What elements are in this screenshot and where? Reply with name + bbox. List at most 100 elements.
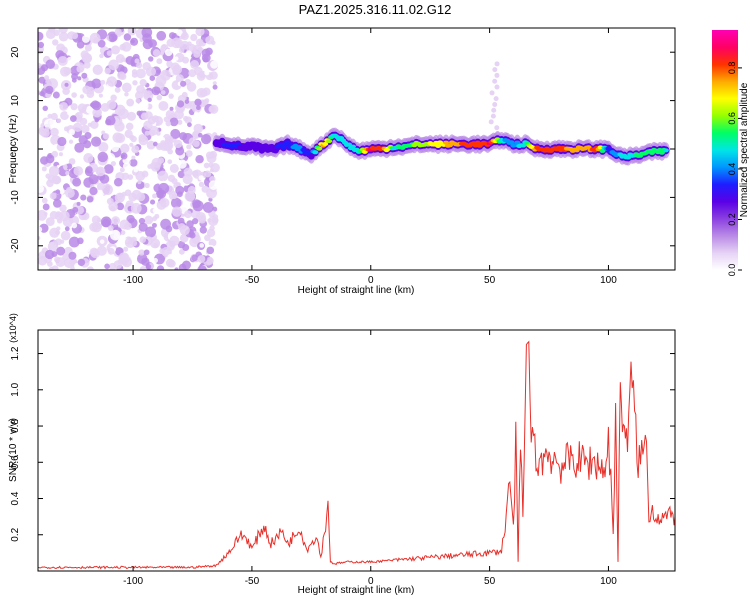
spectrogram-noise-cell bbox=[58, 31, 69, 42]
spectrogram-noise-cell bbox=[68, 251, 77, 260]
spectrogram-noise-cell bbox=[109, 229, 121, 241]
spectrogram-noise-cell bbox=[161, 44, 167, 49]
spectrogram-noise-cell bbox=[192, 200, 204, 212]
spectrogram-noise-cell bbox=[119, 167, 125, 173]
spectrogram-noise-cell bbox=[148, 129, 156, 137]
snr-x-tick-label: 0 bbox=[368, 576, 374, 587]
spectrogram-noise-cell bbox=[38, 250, 48, 260]
snr-x-tick-label: -100 bbox=[123, 576, 143, 587]
spectrogram-noise-cell bbox=[170, 197, 182, 209]
spectrogram-noise-cell bbox=[56, 118, 62, 124]
spectrogram-noise-cell bbox=[171, 193, 178, 200]
colorbar: 0.0 0.2 0.4 0.6 0.8 Normalized spectral ampl… bbox=[712, 30, 750, 276]
spectrogram-noise-cell bbox=[74, 142, 85, 153]
spectrogram-noise-cell bbox=[68, 129, 75, 136]
spectrogram-noise-cell bbox=[140, 112, 149, 121]
spectrogram-noise-cell bbox=[59, 204, 67, 212]
spectrogram-noise-cell bbox=[201, 99, 209, 107]
spectrogram-noise-cell bbox=[94, 117, 100, 123]
spectrogram-noise-cell bbox=[136, 253, 148, 264]
spectrogram-noise-cell bbox=[184, 210, 192, 219]
spectrogram-noise-cell bbox=[175, 185, 185, 195]
spectrogram-noise-cell bbox=[69, 115, 77, 123]
spectrogram-noise-cell bbox=[49, 227, 60, 238]
spectrogram-noise-cell bbox=[197, 255, 206, 263]
spectrogram-noise-cell bbox=[190, 33, 198, 42]
spectrogram-noise-cell bbox=[72, 122, 83, 132]
spectrogram-noise-cell bbox=[174, 56, 179, 61]
spectrogram-noise-cell bbox=[147, 97, 152, 103]
spectrogram-noise-cell bbox=[99, 174, 110, 184]
spectrogram-noise-cell bbox=[124, 129, 133, 139]
spectrogram-noise-cell bbox=[107, 247, 115, 255]
spectrogram-noise-cell bbox=[106, 76, 118, 87]
spectrogram-noise-cell bbox=[139, 236, 147, 243]
spectrogram-noise-cell bbox=[189, 232, 196, 239]
spectrogram-noise-cell bbox=[145, 263, 152, 270]
spectrogram-noise-cell bbox=[47, 261, 53, 267]
spectrogram-noise-cell bbox=[63, 257, 75, 269]
spectrogram-noise-cell bbox=[129, 158, 138, 167]
spectrogram-noise-cell bbox=[66, 163, 73, 170]
spectrogram-noise-cell bbox=[199, 226, 207, 234]
spectrogram-noise-cell bbox=[70, 103, 78, 111]
spectrogram-noise-cell bbox=[152, 207, 158, 214]
colorbar-tick-label: 0.0 bbox=[727, 264, 737, 277]
spectrogram-noise-cell bbox=[186, 82, 197, 92]
snr-x-tick-label: 50 bbox=[484, 576, 496, 587]
spectrogram-y-tick-label: -10 bbox=[10, 190, 21, 205]
spectrogram-noise-cell bbox=[138, 249, 145, 256]
spectrogram-noise-cell bbox=[169, 117, 179, 127]
spectrogram-noise-cell bbox=[85, 105, 94, 114]
spectrogram-noise-cell bbox=[170, 128, 181, 139]
spectrogram-ridge-core bbox=[316, 146, 323, 151]
snr-plot-area bbox=[38, 340, 675, 570]
spectrogram-noise-cell bbox=[81, 52, 93, 64]
spectrogram-noise-cell bbox=[208, 162, 214, 168]
spectrogram-noise-cell bbox=[194, 98, 202, 106]
spectrogram-noise-cell bbox=[144, 182, 150, 189]
spectrogram-noise-cell bbox=[156, 265, 165, 270]
spectrogram-noise-cell bbox=[183, 115, 189, 122]
spectrogram-noise-cell bbox=[197, 215, 207, 224]
spectrogram-noise-cell bbox=[48, 165, 60, 177]
spectrogram-noise-cell bbox=[200, 134, 212, 145]
spectrogram-noise-cell bbox=[59, 210, 70, 222]
spectrogram-noise-cell bbox=[212, 81, 217, 86]
spectrogram-noise-cell bbox=[191, 218, 199, 225]
spectrogram-noise-cell bbox=[116, 202, 125, 211]
spectrogram-noise-cell bbox=[156, 94, 163, 101]
spectrogram-noise-cell bbox=[59, 188, 65, 195]
spectrogram-y-ticks: -20 -10 0 10 20 bbox=[10, 46, 675, 253]
spectrogram-spike-cell bbox=[492, 101, 498, 107]
spectrogram-noise-cell bbox=[174, 267, 179, 270]
spectrogram-noise-cell bbox=[52, 39, 59, 46]
colorbar-tick-label: 0.4 bbox=[727, 163, 737, 176]
spectrogram-noise-cell bbox=[124, 222, 132, 231]
spectrogram-noise-cell bbox=[71, 77, 77, 83]
spectrogram-noise-cell bbox=[169, 106, 174, 111]
spectrogram-noise-cell bbox=[156, 200, 167, 210]
spectrogram-noise-cell bbox=[89, 186, 98, 196]
spectrogram-noise-cell bbox=[208, 180, 219, 190]
spectrogram-noise-cell bbox=[152, 216, 157, 222]
spectrogram-noise-cell bbox=[209, 104, 219, 114]
spectrogram-spike-cell bbox=[494, 72, 500, 78]
spectrogram-noise-cell bbox=[198, 175, 204, 181]
spectrogram-noise-cell bbox=[139, 78, 147, 87]
spectrogram-noise-cell bbox=[38, 101, 44, 109]
spectrogram-noise-cell bbox=[38, 236, 41, 241]
snr-frame bbox=[37, 329, 676, 572]
spectrogram-ridge-core bbox=[520, 143, 527, 148]
spectrogram-noise-cell bbox=[131, 145, 140, 154]
spectrogram-noise-cell bbox=[205, 256, 214, 265]
spectrogram-noise-cell bbox=[76, 65, 84, 73]
spectrogram-noise-cell bbox=[197, 265, 207, 270]
spectrogram-noise-cell bbox=[76, 201, 81, 206]
spectrogram-noise-cell bbox=[210, 40, 216, 46]
spectrogram-noise-cell bbox=[52, 239, 58, 245]
spectrogram-noise-cell bbox=[158, 182, 170, 194]
spectrogram-noise-cell bbox=[132, 80, 138, 86]
spectrogram-noise-cell bbox=[152, 257, 158, 264]
